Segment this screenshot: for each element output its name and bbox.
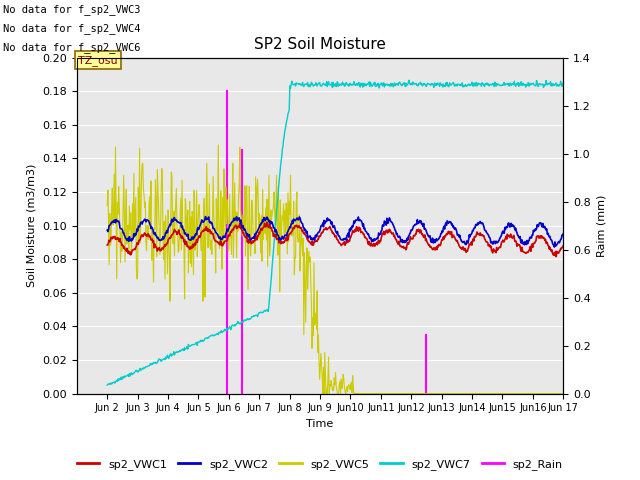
Text: No data for f_sp2_VWC3: No data for f_sp2_VWC3 — [3, 4, 141, 15]
X-axis label: Time: Time — [307, 419, 333, 429]
Title: SP2 Soil Moisture: SP2 Soil Moisture — [254, 37, 386, 52]
Y-axis label: Soil Moisture (m3/m3): Soil Moisture (m3/m3) — [27, 164, 36, 288]
Text: No data for f_sp2_VWC6: No data for f_sp2_VWC6 — [3, 42, 141, 53]
Legend: sp2_VWC1, sp2_VWC2, sp2_VWC5, sp2_VWC7, sp2_Rain: sp2_VWC1, sp2_VWC2, sp2_VWC5, sp2_VWC7, … — [72, 455, 568, 474]
Y-axis label: Raim (mm): Raim (mm) — [596, 194, 606, 257]
Text: TZ_osu: TZ_osu — [78, 55, 118, 66]
Text: No data for f_sp2_VWC4: No data for f_sp2_VWC4 — [3, 23, 141, 34]
